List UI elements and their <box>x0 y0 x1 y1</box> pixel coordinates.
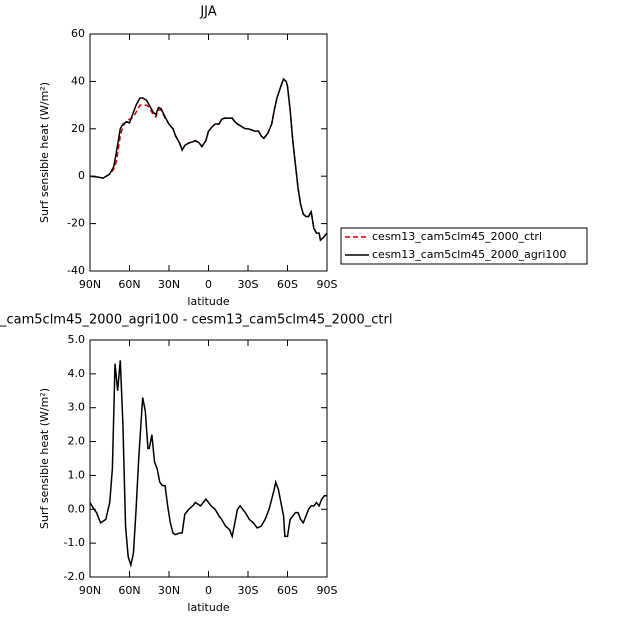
y-tick-label: -40 <box>67 264 85 277</box>
x-axis-label: latitude <box>187 295 229 308</box>
y-tick-label: -20 <box>67 217 85 230</box>
x-tick-label: 30N <box>158 278 180 291</box>
legend-box <box>340 227 588 265</box>
x-tick-label: 60N <box>118 584 140 597</box>
y-tick-label: 0 <box>78 169 85 182</box>
y-tick-label: 60 <box>71 27 85 40</box>
chart-title: JJA <box>199 5 216 20</box>
legend-label: cesm13_cam5clm45_2000_agri100 <box>372 248 566 261</box>
x-axis-label: latitude <box>187 601 229 614</box>
y-tick-label: 3.0 <box>68 401 86 414</box>
y-tick-label: -2.0 <box>64 570 85 583</box>
x-tick-label: 90S <box>317 584 338 597</box>
y-tick-label: 4.0 <box>68 367 86 380</box>
y-tick-label: 2.0 <box>68 435 86 448</box>
y-tick-label: 40 <box>71 74 85 87</box>
x-tick-label: 60N <box>118 278 140 291</box>
x-tick-label: 30S <box>238 278 259 291</box>
data-line <box>89 360 327 569</box>
y-axis-label: Surf sensible heat (W/m²) <box>38 82 51 223</box>
y-tick-label: 5.0 <box>68 333 86 346</box>
x-tick-label: 90N <box>79 278 101 291</box>
x-tick-label: 90S <box>317 278 338 291</box>
plot-frame <box>89 339 328 578</box>
x-tick-label: 0 <box>205 278 212 291</box>
plot-frame <box>89 33 328 272</box>
y-tick-label: -1.0 <box>64 536 85 549</box>
x-tick-label: 0 <box>205 584 212 597</box>
y-tick-label: 1.0 <box>68 468 86 481</box>
x-tick-label: 60S <box>277 278 298 291</box>
x-tick-label: 90N <box>79 584 101 597</box>
legend-label: cesm13_cam5clm45_2000_ctrl <box>372 230 542 243</box>
x-tick-label: 30S <box>238 584 259 597</box>
y-axis-label: Surf sensible heat (W/m²) <box>38 388 51 529</box>
x-tick-label: 60S <box>277 584 298 597</box>
y-tick-label: 0.0 <box>68 502 86 515</box>
y-tick-label: 20 <box>71 122 85 135</box>
x-tick-label: 30N <box>158 584 180 597</box>
data-line <box>89 77 328 242</box>
chart-title: _cam5clm45_2000_agri100 - cesm13_cam5clm… <box>0 313 392 328</box>
data-line <box>89 77 328 242</box>
